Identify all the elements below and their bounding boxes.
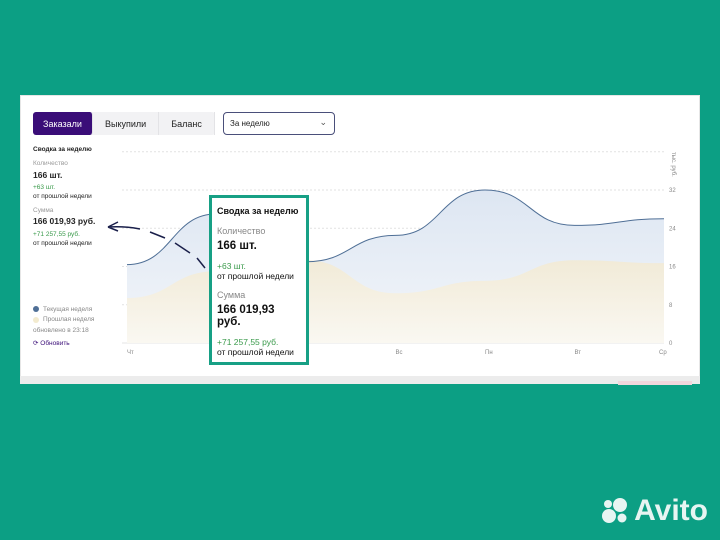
avito-logo: Avito (600, 494, 708, 528)
tab-balance[interactable]: Баланс (159, 112, 215, 135)
y-tick-label: 32 (669, 188, 676, 194)
qty-label: Количество (33, 159, 68, 167)
x-tick-label: Вт (575, 350, 582, 356)
dot-icon (33, 316, 39, 323)
decor-strip (618, 381, 692, 385)
tooltip-sum-note: от прошлой недели (217, 347, 294, 357)
legend-previous: Прошлая неделя (33, 315, 94, 325)
sum-delta-note: от прошлой недели (33, 239, 92, 247)
x-tick-label: Вс (396, 350, 403, 356)
summary-title: Сводка за неделю (33, 146, 92, 153)
x-tick-label: Ср (659, 350, 667, 356)
qty-value: 166 шт. (33, 169, 63, 180)
chevron-down-icon: ⌄ (319, 117, 327, 127)
sum-label: Сумма (33, 206, 54, 214)
sum-value: 166 019,93 руб. (33, 216, 96, 227)
card-shadow (20, 376, 700, 384)
qty-delta-note: от прошлой недели (33, 192, 92, 200)
period-select[interactable]: За неделю ⌄ (223, 112, 335, 135)
qty-delta: +63 шт. (33, 184, 56, 191)
tab-ordered[interactable]: Заказали (33, 112, 93, 135)
x-tick-label: Чт (127, 350, 134, 356)
tooltip-qty-delta: +63 шт. (217, 261, 246, 271)
y-tick-label: 0 (669, 341, 673, 347)
x-tick-label: Пн (485, 350, 493, 356)
legend: Текущая неделя Прошлая неделя обновлено … (33, 305, 94, 350)
tooltip-qty-value: 166 шт. (217, 240, 257, 252)
tabs: Заказали Выкупили Баланс (33, 112, 215, 135)
updated-time: обновлено в 23:18 (33, 326, 89, 334)
sum-delta: +71 257,55 руб. (33, 230, 80, 238)
tab-bought[interactable]: Выкупили (93, 112, 160, 135)
tooltip-sum-label: Сумма (217, 290, 246, 300)
tooltip-qty-note: от прошлой недели (217, 271, 294, 281)
refresh-button[interactable]: ⟳ Обновить (33, 340, 70, 348)
summary-sidebar: Сводка за неделю Количество 166 шт. +63 … (33, 146, 95, 248)
y-tick-label: 24 (669, 226, 676, 232)
tooltip-qty-label: Количество (217, 226, 266, 236)
y-tick-label: 8 (669, 303, 673, 309)
tooltip-title: Сводка за неделю (217, 206, 299, 216)
y-axis-label: тыс. руб. (670, 152, 676, 177)
arrow-annotation (107, 221, 206, 269)
legend-current: Текущая неделя (33, 305, 94, 315)
avito-dots-icon (602, 498, 628, 523)
summary-tooltip-highlight: Сводка за неделю Количество 166 шт. +63 … (209, 195, 309, 365)
period-value: За неделю (230, 119, 270, 128)
tooltip-sum-value: 166 019,93 руб. (217, 304, 275, 328)
y-tick-label: 16 (669, 265, 676, 271)
tooltip-sum-delta: +71 257,55 руб. (217, 337, 279, 347)
refresh-icon: ⟳ (33, 340, 39, 348)
dot-icon (33, 306, 39, 313)
